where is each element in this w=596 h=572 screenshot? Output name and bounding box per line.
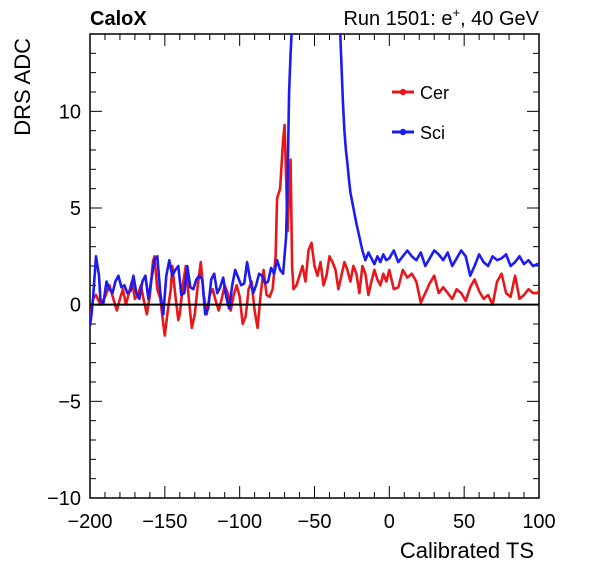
- x-tick-label: −100: [217, 511, 262, 533]
- run-info-prefix: Run 1501: e: [343, 8, 452, 30]
- experiment-label: CaloX: [90, 8, 147, 30]
- x-tick-label: −50: [298, 511, 332, 533]
- run-info-charge: +: [452, 5, 460, 20]
- x-tick-label: 50: [453, 511, 475, 533]
- y-tick-labels: −10 −5 0 5 10: [47, 101, 81, 510]
- legend-marker-sci: [399, 128, 407, 136]
- x-axis-title: Calibrated TS: [400, 538, 534, 563]
- x-tick-label: −200: [67, 511, 112, 533]
- legend-label-cer: Cer: [420, 83, 449, 103]
- series-line-sci: [90, 34, 539, 327]
- y-tick-label: 5: [70, 198, 81, 220]
- y-tick-label: −10: [47, 488, 81, 510]
- y-tick-label: −5: [58, 391, 81, 413]
- x-tick-label: −150: [142, 511, 187, 533]
- y-tick-label: 10: [59, 101, 81, 123]
- x-tick-label: 0: [384, 511, 395, 533]
- run-info-energy: , 40 GeV: [460, 8, 540, 30]
- y-axis-title: DRS ADC: [10, 38, 35, 136]
- run-info-label: Run 1501: e+, 40 GeV: [343, 5, 539, 30]
- x-tick-labels: −200 −150 −100 −50 0 50 100: [67, 511, 555, 533]
- series-line-cer: [90, 123, 539, 337]
- series-layer: [90, 34, 539, 337]
- legend: Cer Sci: [392, 83, 449, 143]
- legend-marker-cer: [399, 88, 407, 96]
- y-tick-label: 0: [70, 295, 81, 317]
- legend-label-sci: Sci: [420, 123, 445, 143]
- x-tick-label: 100: [522, 511, 555, 533]
